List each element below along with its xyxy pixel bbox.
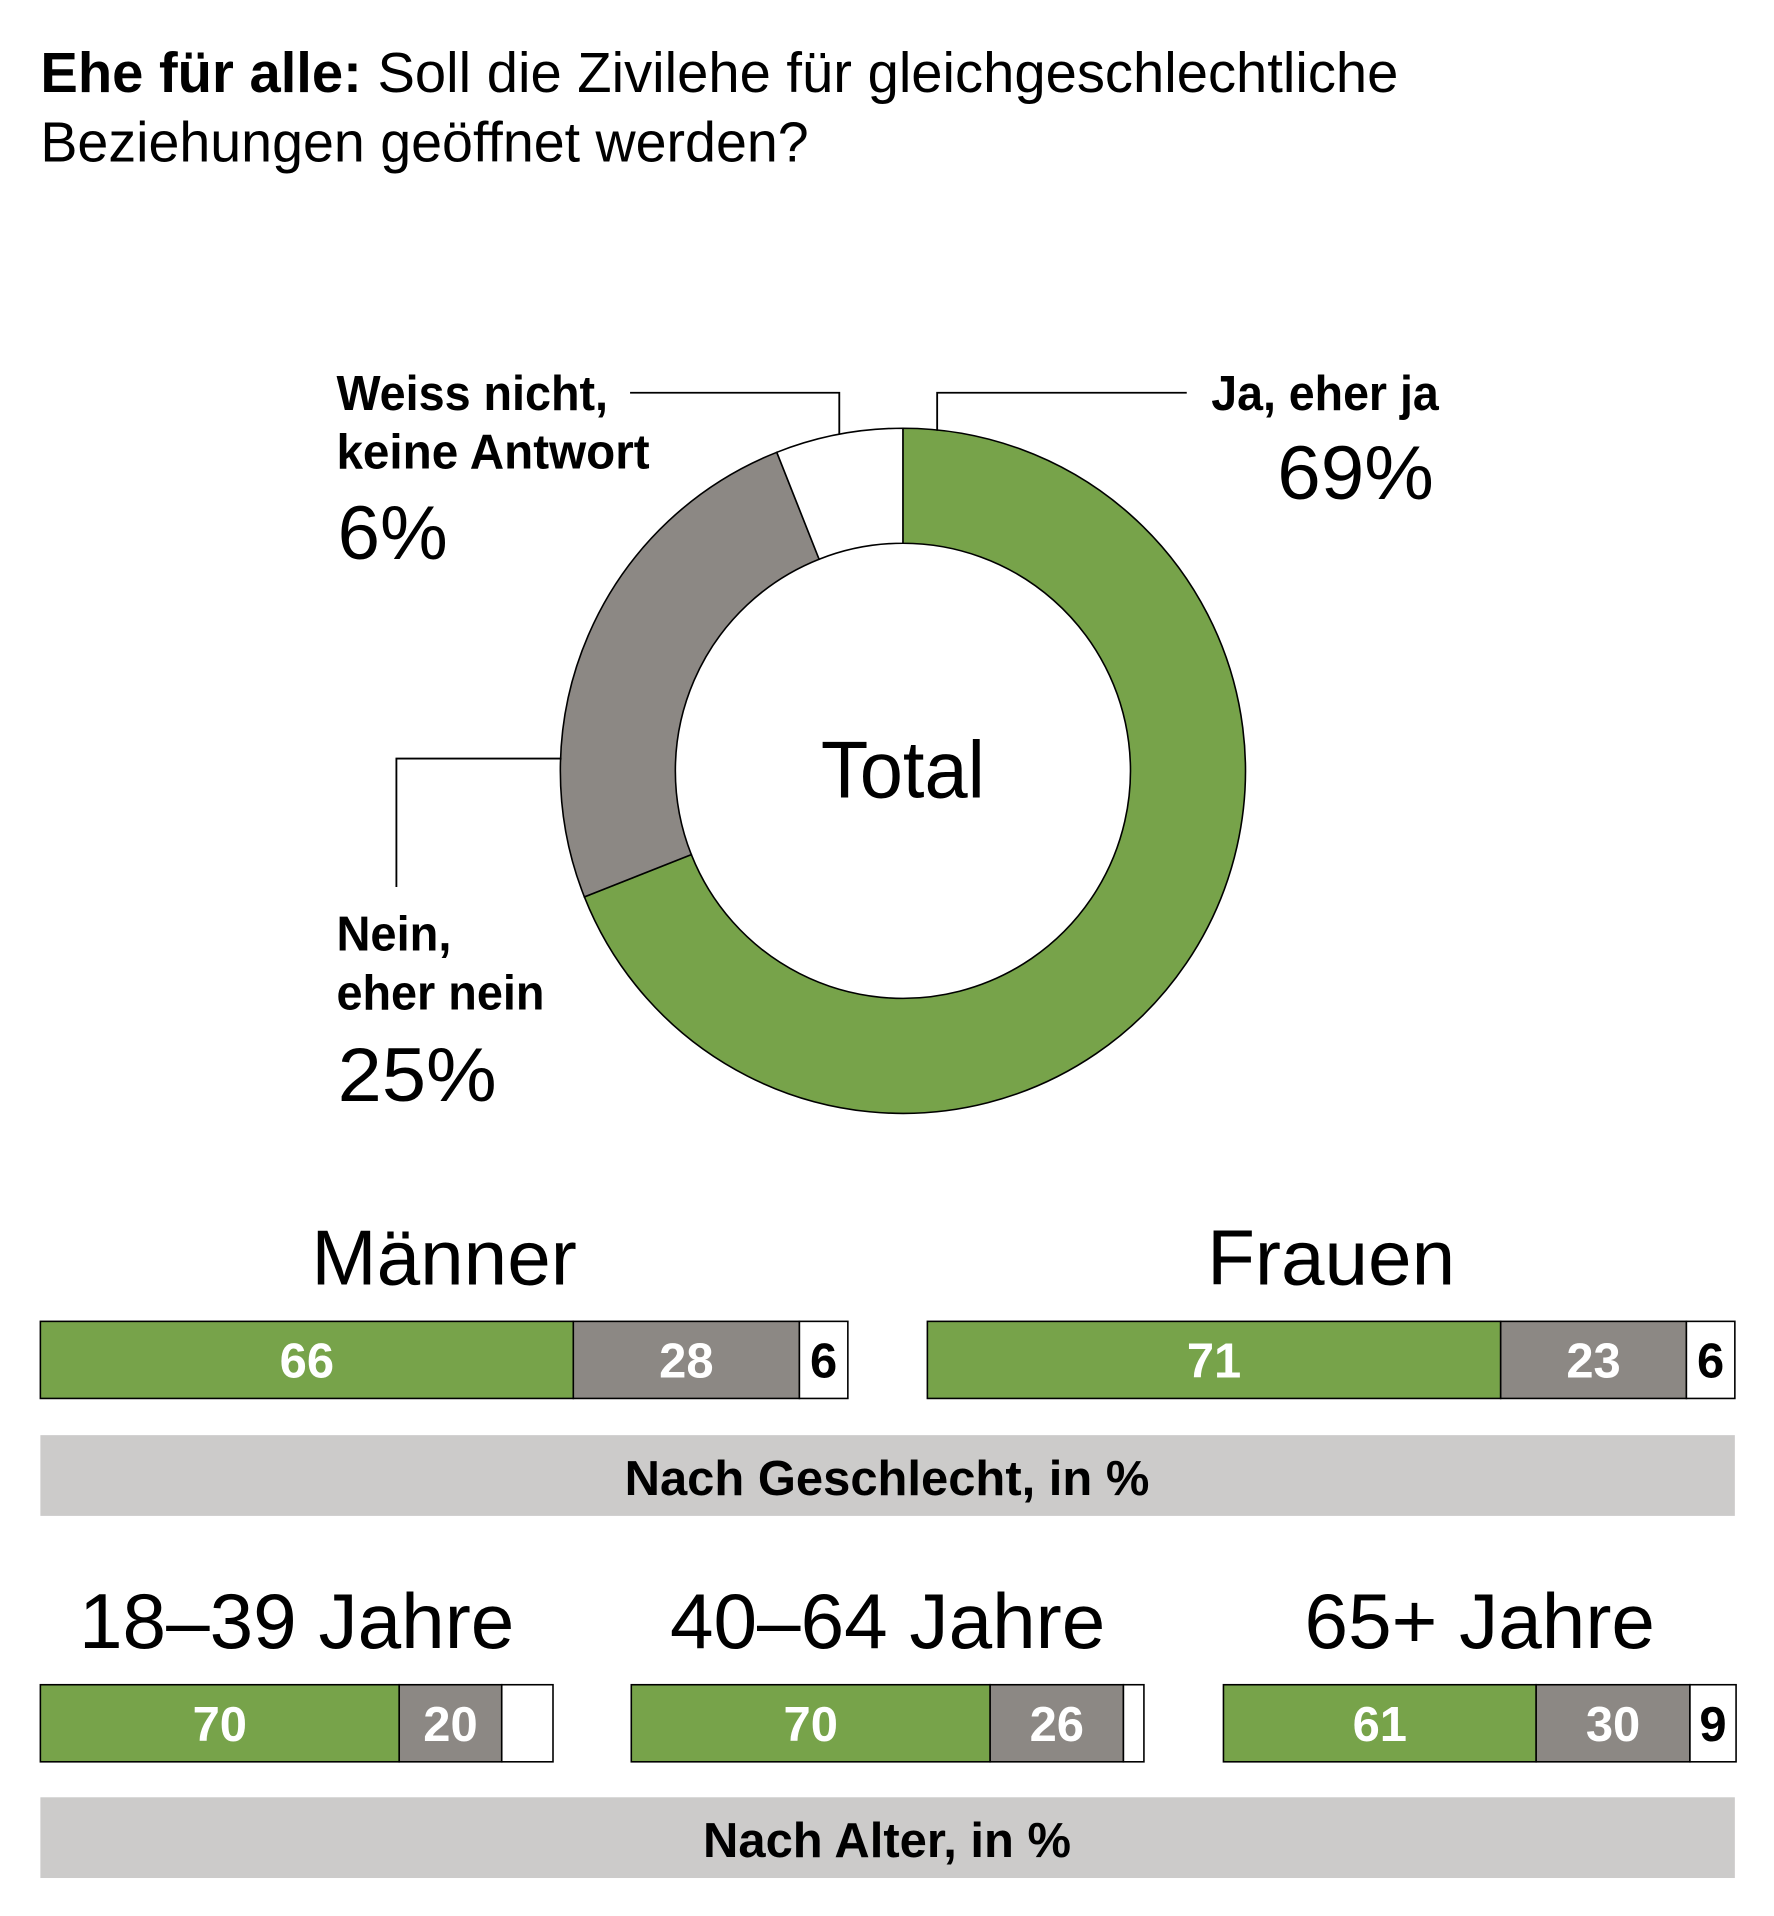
- bar-value-label: 71: [1187, 1335, 1241, 1389]
- donut-slice-2: [775, 427, 904, 561]
- title-line-1: Ehe für alle: Soll die Zivilehe für glei…: [40, 41, 1398, 104]
- bar-value-label: 9: [1699, 1698, 1726, 1752]
- title-line-2: Beziehungen geöffnet werden?: [40, 111, 808, 174]
- bar-segment: [572, 1320, 801, 1400]
- bar-value-label: 20: [423, 1698, 477, 1752]
- section-title: Nach Geschlecht, in %: [625, 1452, 1150, 1506]
- bar-segment: [1122, 1683, 1145, 1763]
- label-weiss-value: 6%: [338, 491, 448, 576]
- bar-segment: [989, 1683, 1125, 1763]
- label-nein-name-1: Nein,: [336, 908, 451, 962]
- bar-group-title: 18–39 Jahre: [79, 1577, 514, 1665]
- bar-segment: [1685, 1320, 1736, 1400]
- section-band: [40, 1435, 1735, 1516]
- bar-value-label: 70: [193, 1698, 247, 1752]
- section-title: Nach Alter, in %: [703, 1814, 1071, 1868]
- section-band: [40, 1797, 1735, 1879]
- bar-group-title: 65+ Jahre: [1305, 1577, 1655, 1665]
- label-ja-value: 69%: [1277, 431, 1434, 516]
- bar-segment: [500, 1683, 554, 1763]
- bar-group-title: Frauen: [1207, 1214, 1455, 1302]
- bar-group-title: 40–64 Jahre: [670, 1577, 1105, 1665]
- bar-value-label: 61: [1353, 1698, 1407, 1752]
- label-weiss-name-1: Weiss nicht,: [336, 367, 608, 421]
- label-weiss-name-2: keine Antwort: [336, 426, 649, 480]
- bar-value-label: 66: [280, 1335, 334, 1389]
- title-bold: Ehe für alle:: [40, 41, 361, 104]
- leader-line-weiss: [630, 391, 841, 435]
- bar-value-label: 28: [659, 1335, 713, 1389]
- bar-segment: [398, 1683, 503, 1763]
- title-question: Soll die Zivilehe für gleichgeschlechtli…: [362, 41, 1399, 104]
- bar-segment: [39, 1683, 401, 1763]
- leader-line-nein: [395, 757, 562, 888]
- bar-segment: [798, 1320, 849, 1400]
- label-ja-name: Ja, eher ja: [1211, 367, 1439, 421]
- donut-slice-1: [559, 451, 821, 898]
- donut-slice-0: [583, 427, 1247, 1115]
- bar-value-label: 6: [810, 1335, 837, 1389]
- bar-segment: [1535, 1683, 1691, 1763]
- bar-segment: [926, 1320, 1502, 1400]
- bar-group-title: Männer: [311, 1214, 576, 1302]
- label-nein-name-2: eher nein: [336, 966, 544, 1020]
- bar-segment: [1499, 1320, 1688, 1400]
- bar-segment: [630, 1683, 991, 1763]
- bar-charts: Männer 66 28 6 Frauen 71 23 6 Nach Geschlecht, i…: [39, 1214, 1737, 1879]
- leader-line-ja: [936, 391, 1187, 431]
- donut-chart: [559, 427, 1247, 1115]
- bar-value-label: 70: [784, 1698, 838, 1752]
- label-nein-value: 25%: [338, 1033, 497, 1118]
- bar-value-label: 26: [1030, 1698, 1084, 1752]
- bar-value-label: 30: [1586, 1698, 1640, 1752]
- bar-segment: [1222, 1683, 1537, 1763]
- bar-value-label: 6: [1697, 1335, 1724, 1389]
- bar-value-label: 23: [1566, 1335, 1620, 1389]
- bar-segment: [1689, 1683, 1737, 1763]
- donut-center-label: Total: [821, 726, 985, 816]
